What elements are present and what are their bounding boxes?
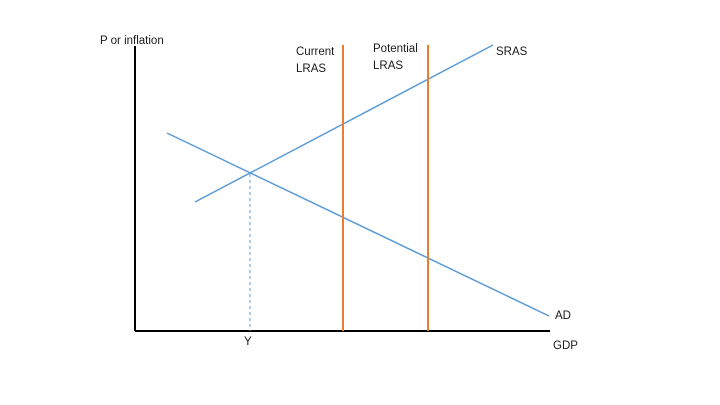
current-lras-label-line2: LRAS — [296, 63, 326, 75]
potential-lras-label-line1: Potential — [373, 43, 418, 55]
y-axis-label: P or inflation — [100, 35, 164, 47]
x-axis-label: GDP — [553, 340, 578, 352]
ad-label: AD — [555, 310, 571, 322]
equilibrium-y-label: Y — [244, 336, 252, 348]
current-lras-label-line1: Current — [296, 46, 335, 58]
ad-curve — [166, 132, 550, 317]
potential-lras-label-line2: LRAS — [373, 60, 403, 72]
sras-label: SRAS — [496, 46, 528, 58]
